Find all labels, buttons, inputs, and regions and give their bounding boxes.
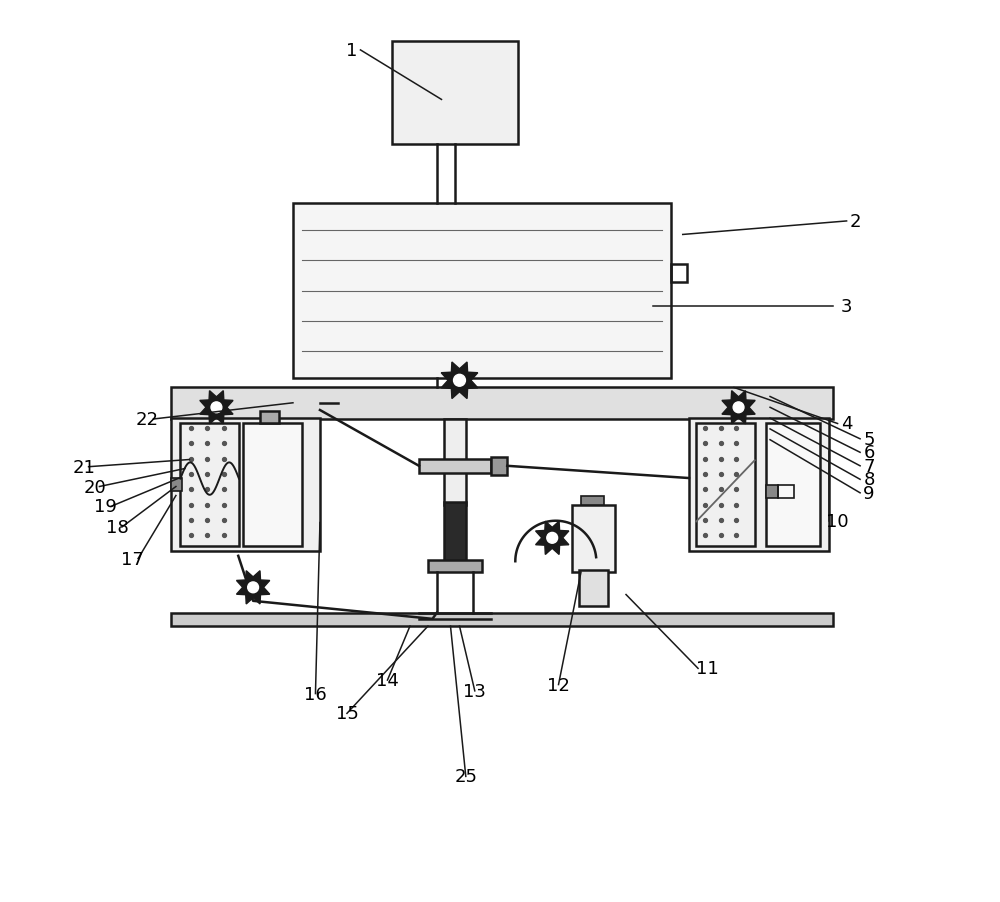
- Text: 17: 17: [121, 550, 144, 568]
- Bar: [572, 505, 615, 573]
- Polygon shape: [536, 521, 569, 555]
- Text: 6: 6: [863, 444, 875, 462]
- Bar: [171, 478, 182, 492]
- Text: 8: 8: [863, 471, 875, 489]
- Bar: [491, 457, 507, 475]
- Text: 11: 11: [696, 659, 718, 677]
- Text: 21: 21: [73, 458, 96, 476]
- Text: 4: 4: [841, 415, 852, 433]
- Text: 22: 22: [136, 410, 159, 428]
- Text: 20: 20: [84, 478, 106, 496]
- Bar: [392, 41, 518, 145]
- Circle shape: [248, 583, 259, 594]
- Bar: [428, 561, 482, 573]
- Text: 12: 12: [547, 676, 570, 694]
- Circle shape: [547, 533, 558, 544]
- Text: 14: 14: [376, 671, 399, 689]
- Bar: [260, 411, 279, 424]
- Bar: [766, 424, 820, 547]
- Bar: [293, 204, 671, 379]
- Bar: [444, 419, 466, 505]
- Bar: [689, 419, 829, 552]
- Bar: [171, 388, 833, 419]
- Text: 2: 2: [850, 213, 861, 231]
- Text: 1: 1: [346, 41, 357, 60]
- Text: 10: 10: [826, 512, 849, 530]
- Text: 9: 9: [863, 484, 875, 502]
- Text: 3: 3: [841, 299, 852, 316]
- Bar: [671, 265, 687, 283]
- Text: 18: 18: [106, 519, 129, 537]
- Bar: [778, 485, 794, 499]
- Text: 25: 25: [454, 768, 477, 786]
- Circle shape: [454, 375, 465, 387]
- Text: 13: 13: [463, 682, 486, 700]
- Bar: [696, 424, 755, 547]
- Text: 16: 16: [304, 685, 327, 703]
- Bar: [419, 459, 491, 474]
- Polygon shape: [200, 391, 233, 425]
- Bar: [180, 424, 239, 547]
- Bar: [766, 485, 778, 499]
- Bar: [171, 613, 833, 626]
- Text: 7: 7: [863, 457, 875, 475]
- Bar: [581, 496, 604, 505]
- Text: 19: 19: [94, 498, 117, 516]
- Polygon shape: [441, 363, 478, 400]
- Text: 15: 15: [336, 704, 358, 723]
- Bar: [243, 424, 302, 547]
- Circle shape: [733, 402, 744, 413]
- Circle shape: [211, 402, 222, 413]
- Polygon shape: [722, 391, 755, 425]
- Bar: [444, 502, 466, 564]
- Polygon shape: [236, 571, 270, 604]
- Text: 5: 5: [863, 430, 875, 448]
- Bar: [171, 419, 320, 552]
- Bar: [579, 571, 608, 606]
